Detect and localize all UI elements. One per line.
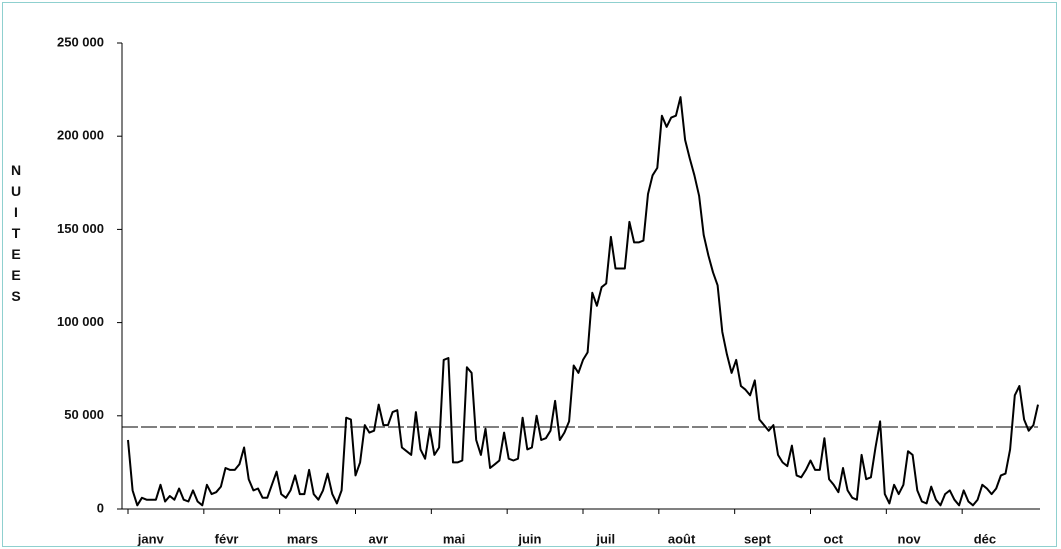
- x-tick-label: juil: [595, 531, 615, 546]
- y-tick-label: 250 000: [57, 34, 104, 49]
- x-tick-label: oct: [824, 531, 844, 546]
- x-tick-label: juin: [517, 531, 541, 546]
- x-tick-label: mars: [287, 531, 318, 546]
- y-axis-label: NUITEES: [10, 162, 22, 304]
- x-tick-label: mai: [443, 531, 465, 546]
- y-tick-label: 200 000: [57, 128, 104, 143]
- data-line: [127, 96, 1039, 507]
- y-tick-label: 150 000: [57, 221, 104, 236]
- y-tick-label: 0: [97, 500, 104, 515]
- x-tick-label: nov: [898, 531, 922, 546]
- x-tick-label: août: [668, 531, 696, 546]
- x-tick-label: janv: [137, 531, 165, 546]
- x-tick-label: déc: [974, 531, 996, 546]
- y-tick-label: 50 000: [64, 407, 104, 422]
- x-tick-label: sept: [744, 531, 771, 546]
- x-tick-label: févr: [215, 531, 239, 546]
- y-tick-label: 100 000: [57, 314, 104, 329]
- x-tick-label: avr: [368, 531, 388, 546]
